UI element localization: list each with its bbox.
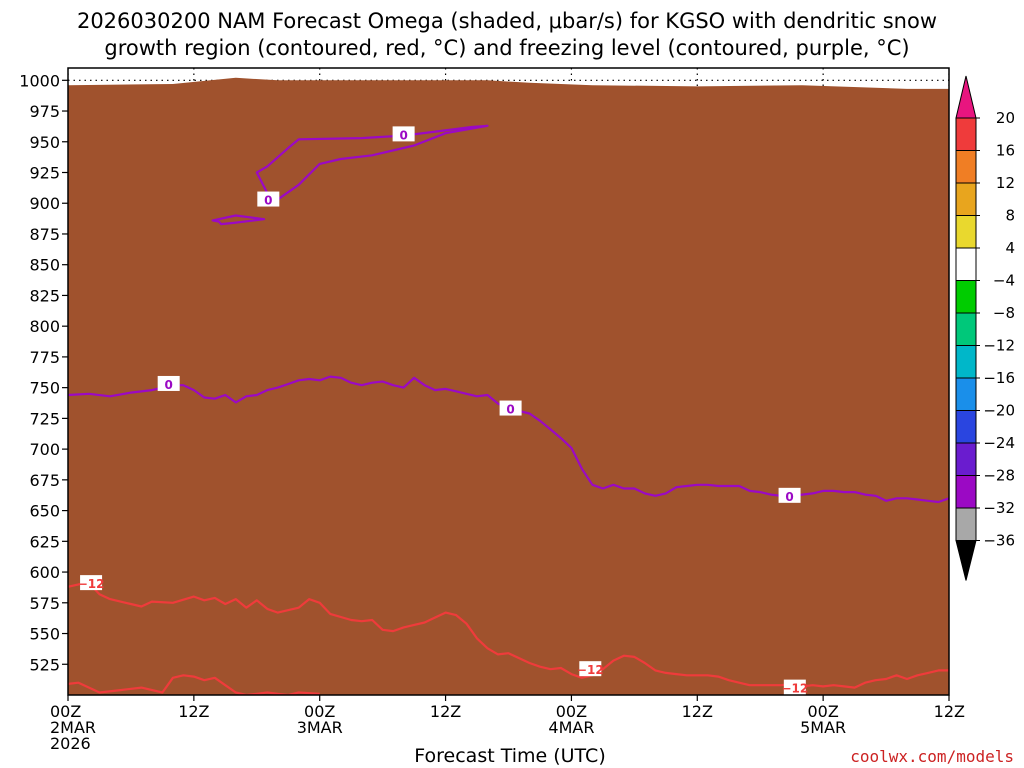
x-tick-label: 3MAR — [297, 718, 343, 737]
colorbar-label: −32 — [983, 499, 1015, 517]
y-tick-label: 900 — [29, 194, 60, 213]
colorbar-bottom-arrow — [955, 540, 977, 581]
colorbar-swatch — [955, 150, 977, 184]
colorbar-swatch — [955, 442, 977, 476]
y-tick-label: 700 — [29, 440, 60, 459]
y-tick-label: 825 — [29, 286, 60, 305]
colorbar-label: −8 — [993, 304, 1015, 322]
colorbar-top-arrow — [955, 75, 977, 119]
x-tick-label: 5MAR — [800, 718, 846, 737]
freezing-contour-label-bg — [778, 487, 801, 503]
terrain-layer — [68, 77, 949, 695]
x-tick-label: 12Z — [430, 702, 461, 721]
colorbar-label: −4 — [993, 272, 1015, 290]
y-tick-label: 950 — [29, 133, 60, 152]
freezing-level-contour — [255, 124, 489, 205]
chart-title-line-1: 2026030200 NAM Forecast Omega (shaded, μ… — [77, 9, 937, 33]
x-tick-label: 12Z — [178, 702, 209, 721]
freezing-level-contour — [68, 375, 949, 504]
colorbar-swatch — [955, 117, 977, 151]
y-tick-label: 975 — [29, 102, 60, 121]
x-tick-label: 00Z — [50, 702, 81, 721]
y-tick-label: 525 — [29, 655, 60, 674]
colorbar-swatch — [955, 247, 977, 281]
colorbar-swatch — [955, 377, 977, 411]
colorbar-swatch — [955, 280, 977, 314]
freezing-level-contour — [211, 214, 266, 226]
dendritic-contour-label: −12 — [577, 663, 604, 677]
x-tick-label: 12Z — [934, 702, 965, 721]
colorbar-label: −12 — [983, 337, 1015, 355]
y-tick-label: 750 — [29, 379, 60, 398]
y-tick-label: 650 — [29, 502, 60, 521]
y-tick-label: 625 — [29, 532, 60, 551]
y-tick-label: 850 — [29, 256, 60, 275]
dendritic-contour-label: −12 — [78, 577, 105, 591]
freezing-contour-label-bg — [157, 375, 180, 391]
colorbar: 20 16 12 8 4 −4 −8 −12 −16 −20 −24 −28 −32 −36 — [955, 75, 1015, 581]
dendritic-contour-label-bg — [80, 575, 103, 591]
x-tick-label: 00Z — [304, 702, 335, 721]
dendritic-contour-label-bg — [783, 679, 806, 695]
y-tick-label: 675 — [29, 471, 60, 490]
colorbar-swatch — [955, 182, 977, 216]
colorbar-swatch — [955, 215, 977, 249]
dendritic-contour-label-bg — [579, 661, 602, 677]
contour-layer — [68, 124, 949, 695]
x-axis-label: Forecast Time (UTC) — [414, 745, 605, 767]
freezing-contour-label: 0 — [399, 128, 407, 142]
colorbar-label: −36 — [983, 532, 1015, 550]
freezing-contour-label-bg — [392, 126, 415, 142]
colorbar-label: 4 — [1005, 239, 1015, 257]
x-tick-label: 00Z — [556, 702, 587, 721]
y-tick-label: 600 — [29, 563, 60, 582]
y-tick-label: 925 — [29, 164, 60, 183]
y-tick-label: 800 — [29, 317, 60, 336]
plot-frame — [67, 67, 950, 696]
colorbar-swatch — [955, 345, 977, 379]
colorbar-label: −24 — [983, 434, 1015, 452]
contour-labels: −12 −12 −12 0 0 0 0 0 — [78, 126, 808, 696]
colorbar-label: −16 — [983, 369, 1015, 387]
dendritic-contour — [68, 582, 949, 689]
y-tick-label: 1000 — [19, 71, 60, 90]
colorbar-swatch — [955, 475, 977, 509]
x-tick-label: 12Z — [682, 702, 713, 721]
freezing-contour-label-bg — [499, 400, 522, 416]
colorbar-label: −28 — [983, 467, 1015, 485]
freezing-contour-label: 0 — [506, 403, 514, 417]
credit-text: coolwx.com/models — [850, 747, 1014, 766]
colorbar-label: −20 — [983, 402, 1015, 420]
colorbar-swatch — [955, 312, 977, 346]
dendritic-contour — [68, 674, 320, 695]
freezing-contour-label: 0 — [165, 378, 173, 392]
terrain-band — [68, 77, 949, 695]
colorbar-swatch — [955, 507, 977, 541]
y-tick-label: 550 — [29, 625, 60, 644]
x-tick-label: 4MAR — [548, 718, 594, 737]
freezing-contour-label: 0 — [264, 194, 272, 208]
y-tick-label: 875 — [29, 225, 60, 244]
colorbar-swatch — [955, 410, 977, 444]
freezing-contour-label: 0 — [785, 490, 793, 504]
y-tick-label: 575 — [29, 594, 60, 613]
chart-title-line-2: growth region (contoured, red, °C) and f… — [104, 36, 909, 60]
x-tick-label: 00Z — [807, 702, 838, 721]
dendritic-contour-label: −12 — [781, 682, 808, 696]
colorbar-label: 8 — [1005, 207, 1015, 225]
y-tick-label: 725 — [29, 409, 60, 428]
y-axis-ticks: 525 550 575 600 625 650 675 700 725 750 775 800 825 8… — [19, 71, 68, 674]
colorbar-label: 20 — [996, 109, 1015, 127]
freezing-contour-label-bg — [257, 191, 280, 207]
colorbar-label: 12 — [996, 174, 1015, 192]
y-tick-label: 775 — [29, 348, 60, 367]
x-tick-label: 2MAR — [50, 718, 96, 737]
x-tick-label: 2026 — [50, 734, 91, 753]
colorbar-label: 16 — [996, 142, 1015, 160]
